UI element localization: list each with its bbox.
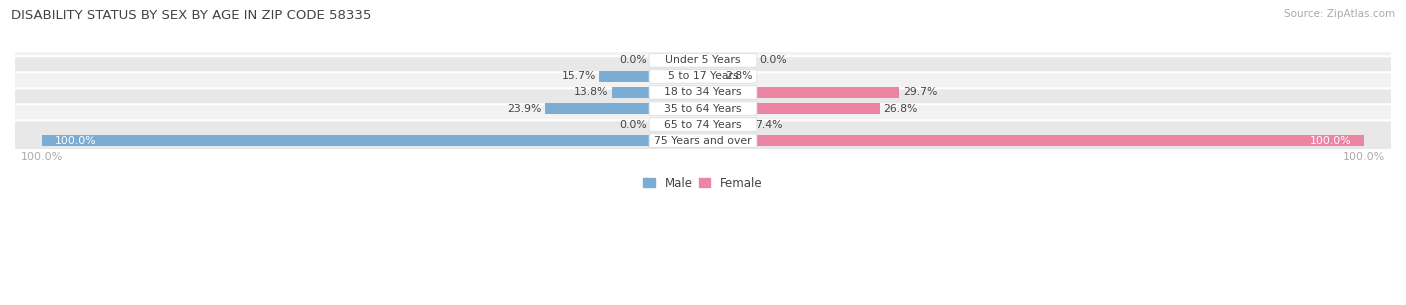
Text: 75 Years and over: 75 Years and over (654, 135, 752, 145)
Text: 26.8%: 26.8% (883, 103, 918, 113)
FancyBboxPatch shape (10, 72, 1396, 113)
Text: Under 5 Years: Under 5 Years (665, 56, 741, 65)
Bar (703, 135, 1364, 146)
FancyBboxPatch shape (650, 134, 756, 147)
FancyBboxPatch shape (10, 56, 1396, 97)
FancyBboxPatch shape (10, 88, 1396, 129)
Text: Source: ZipAtlas.com: Source: ZipAtlas.com (1284, 9, 1395, 19)
FancyBboxPatch shape (10, 40, 1396, 81)
Text: 65 to 74 Years: 65 to 74 Years (664, 120, 742, 130)
Text: 100.0%: 100.0% (1309, 135, 1351, 145)
Bar (42, 135, 703, 146)
Bar (703, 103, 880, 114)
Bar (612, 87, 703, 98)
Bar (703, 71, 721, 82)
FancyBboxPatch shape (650, 118, 756, 131)
Text: 100.0%: 100.0% (55, 135, 97, 145)
Bar (703, 87, 900, 98)
Text: 0.0%: 0.0% (619, 120, 647, 130)
Text: 0.0%: 0.0% (759, 56, 787, 65)
Text: 5 to 17 Years: 5 to 17 Years (668, 71, 738, 81)
FancyBboxPatch shape (650, 102, 756, 115)
Text: 35 to 64 Years: 35 to 64 Years (664, 103, 742, 113)
FancyBboxPatch shape (650, 70, 756, 83)
FancyBboxPatch shape (650, 54, 756, 67)
Text: 7.4%: 7.4% (755, 120, 783, 130)
Bar (703, 119, 752, 130)
Legend: Male, Female: Male, Female (638, 172, 768, 194)
Bar (546, 103, 703, 114)
Text: DISABILITY STATUS BY SEX BY AGE IN ZIP CODE 58335: DISABILITY STATUS BY SEX BY AGE IN ZIP C… (11, 9, 371, 22)
Text: 29.7%: 29.7% (903, 88, 938, 98)
Text: 18 to 34 Years: 18 to 34 Years (664, 88, 742, 98)
Text: 0.0%: 0.0% (619, 56, 647, 65)
Text: 13.8%: 13.8% (574, 88, 609, 98)
Text: 23.9%: 23.9% (508, 103, 541, 113)
FancyBboxPatch shape (10, 104, 1396, 145)
FancyBboxPatch shape (10, 120, 1396, 161)
FancyBboxPatch shape (650, 86, 756, 99)
Text: 15.7%: 15.7% (561, 71, 596, 81)
Text: 2.8%: 2.8% (725, 71, 752, 81)
Bar (599, 71, 703, 82)
